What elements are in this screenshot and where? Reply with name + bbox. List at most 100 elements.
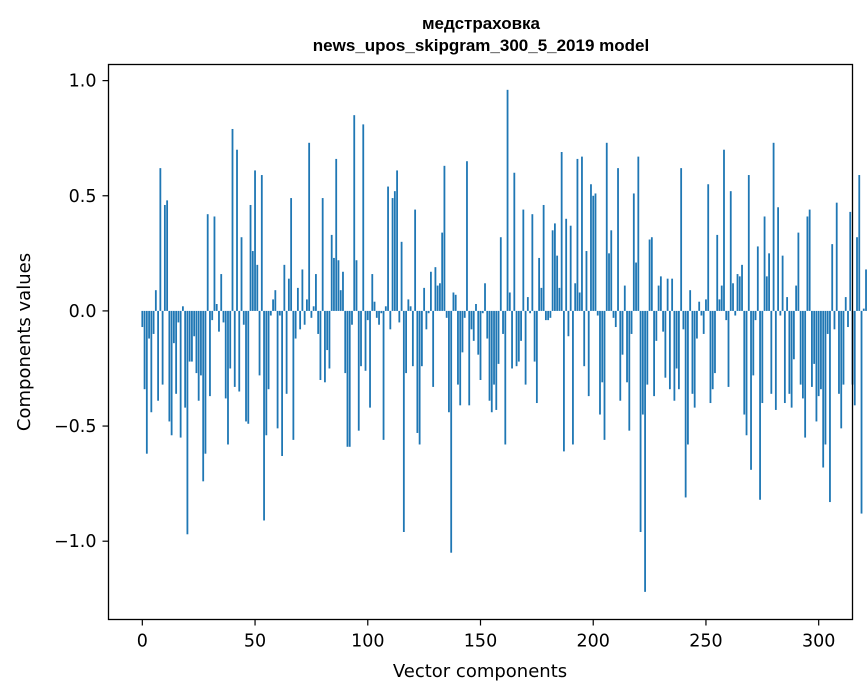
bar [738,276,741,311]
bar [200,310,202,376]
bar [263,310,265,521]
bar [278,310,281,316]
bar [603,310,606,440]
bar [754,310,757,321]
bar [804,310,807,438]
bar [215,304,218,311]
bar [310,310,313,318]
bar [312,306,315,311]
bar [797,232,800,311]
y-tick-label: −0.5 [54,417,97,437]
bar [513,172,516,311]
bar [326,310,329,351]
bar [218,310,220,332]
bar [862,308,865,311]
bar [418,310,421,445]
bar [170,310,173,436]
bar [572,310,574,445]
bar [576,158,579,311]
bar [357,310,360,431]
bar [684,310,687,498]
bar [522,209,525,311]
bar [678,310,680,390]
bar [470,310,473,330]
bar-series [141,89,867,592]
bar [788,310,791,394]
bar [569,225,572,311]
bar [646,310,649,385]
bar [441,232,444,311]
bar [838,310,840,394]
bar [856,237,858,311]
bar [768,253,770,311]
bar [344,310,347,374]
x-tick-label: 250 [689,632,722,652]
bar [195,310,198,374]
bar [430,271,432,311]
bar [233,310,236,387]
bar [407,299,410,311]
bar [644,310,646,592]
bar [693,310,696,408]
bar [436,285,439,311]
bar [292,310,295,440]
bar [477,310,480,355]
bar [641,310,644,415]
bar [416,310,419,433]
bar [682,310,685,330]
bar [457,310,459,385]
bar [258,310,261,376]
bar [547,310,550,321]
bar [860,310,863,514]
bar [342,271,344,311]
bar [833,310,836,330]
bar [729,191,732,311]
bar [511,310,513,369]
bar [747,175,750,311]
bar [858,175,861,311]
bar [556,255,559,311]
bar [736,274,739,311]
bar [319,310,322,380]
bar [558,287,561,311]
bar [303,310,306,325]
bar [529,310,531,314]
bar [495,310,498,410]
bar [619,310,622,401]
bar [806,216,809,311]
bar [463,310,466,318]
bar [560,152,563,311]
bar [209,310,211,397]
bar [434,267,437,311]
bar [578,292,581,311]
bar [360,310,362,367]
bar [459,310,462,406]
bar [393,191,396,311]
bar [315,274,317,311]
bar [779,310,782,316]
x-axis-label: Vector components [393,661,567,682]
bar [614,310,617,328]
bar [741,264,743,311]
bar [601,310,604,383]
bar [461,310,464,353]
bar [826,310,829,334]
bar [488,310,491,401]
bar [375,310,378,318]
bar [425,310,428,330]
bar [734,310,737,316]
bar [236,149,238,311]
bar [540,287,543,311]
bar [765,276,768,311]
bar [657,285,660,311]
bar [504,310,507,445]
bar [251,251,254,311]
bar [193,310,196,337]
bar [531,214,534,311]
bar [581,156,583,311]
x-axis-ticks: 0 50 100 150 200 250 300 [137,619,835,652]
bar [454,294,457,311]
bar [671,278,674,311]
bar [348,310,351,447]
